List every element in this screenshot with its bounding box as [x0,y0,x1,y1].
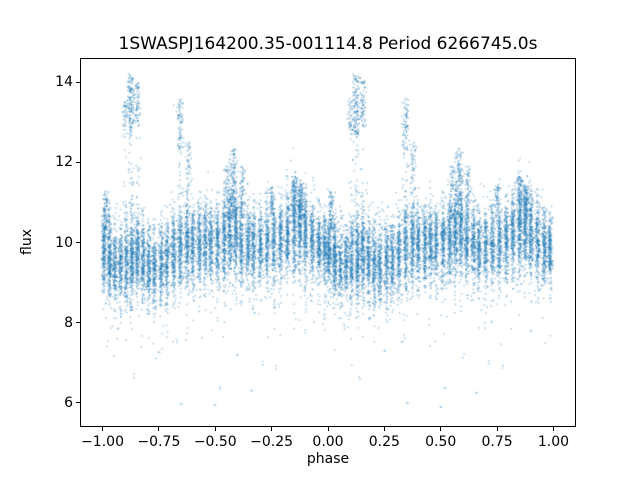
y-axis-label: flux [19,229,35,255]
chart-title: 1SWASPJ164200.35-001114.8 Period 6266745… [118,34,538,54]
x-axis-label: phase [306,451,350,467]
